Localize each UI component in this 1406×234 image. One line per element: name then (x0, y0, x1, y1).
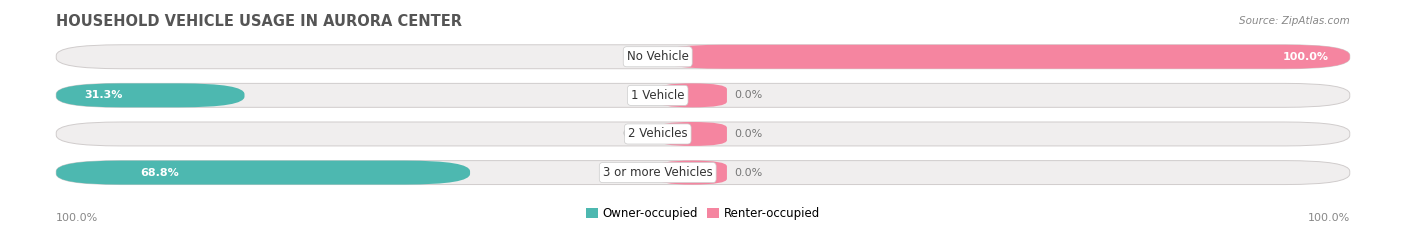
Text: 3 or more Vehicles: 3 or more Vehicles (603, 166, 713, 179)
Text: 0.0%: 0.0% (623, 129, 651, 139)
Text: 100.0%: 100.0% (1308, 213, 1350, 223)
Text: 1 Vehicle: 1 Vehicle (631, 89, 685, 102)
Text: 31.3%: 31.3% (84, 90, 122, 100)
FancyBboxPatch shape (56, 122, 1350, 146)
Text: 100.0%: 100.0% (56, 213, 98, 223)
FancyBboxPatch shape (658, 122, 727, 146)
FancyBboxPatch shape (56, 161, 470, 185)
Text: 0.0%: 0.0% (734, 90, 762, 100)
FancyBboxPatch shape (56, 45, 1350, 69)
Text: 0.0%: 0.0% (623, 52, 651, 62)
Text: Source: ZipAtlas.com: Source: ZipAtlas.com (1239, 16, 1350, 26)
Text: 0.0%: 0.0% (734, 129, 762, 139)
Text: No Vehicle: No Vehicle (627, 50, 689, 63)
FancyBboxPatch shape (658, 161, 727, 185)
Text: 100.0%: 100.0% (1282, 52, 1329, 62)
FancyBboxPatch shape (658, 83, 727, 107)
FancyBboxPatch shape (56, 161, 1350, 185)
Text: 2 Vehicles: 2 Vehicles (628, 128, 688, 140)
FancyBboxPatch shape (56, 83, 1350, 107)
Text: 0.0%: 0.0% (734, 168, 762, 178)
FancyBboxPatch shape (56, 83, 245, 107)
Text: 68.8%: 68.8% (141, 168, 179, 178)
FancyBboxPatch shape (658, 45, 1350, 69)
Legend: Owner-occupied, Renter-occupied: Owner-occupied, Renter-occupied (586, 207, 820, 220)
Text: HOUSEHOLD VEHICLE USAGE IN AURORA CENTER: HOUSEHOLD VEHICLE USAGE IN AURORA CENTER (56, 14, 463, 29)
